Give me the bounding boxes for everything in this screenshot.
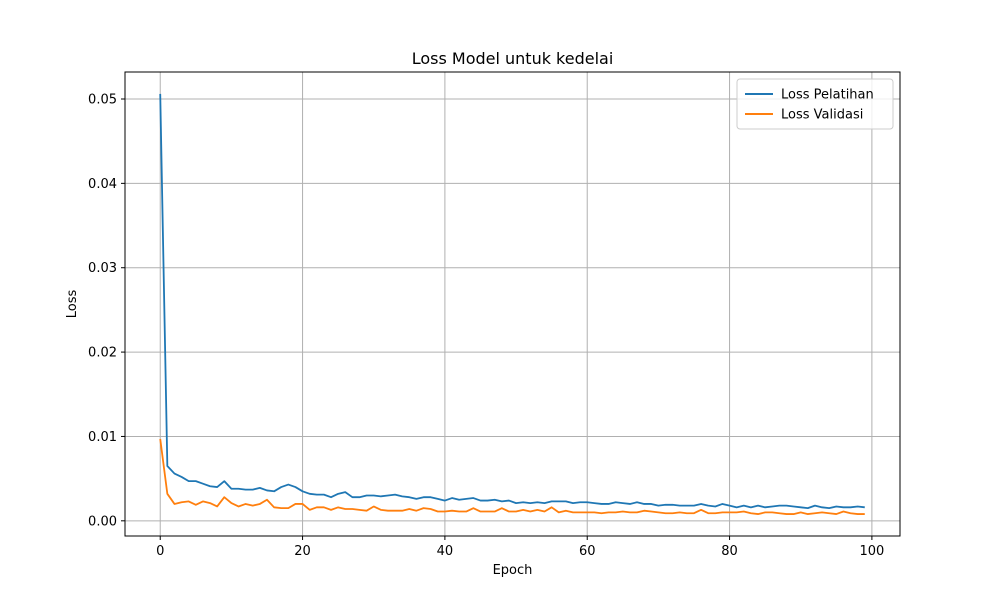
x-tick-label: 100 (859, 544, 884, 559)
y-tick-label: 0.01 (88, 430, 117, 445)
legend: Loss Pelatihan Loss Validasi (736, 78, 894, 130)
plot-area-frame (124, 71, 901, 537)
series-line-loss-pelatihan (159, 93, 865, 510)
x-tick-label: 40 (437, 544, 454, 559)
y-tick-label: 0.04 (88, 177, 117, 192)
y-tick-label: 0.05 (88, 92, 117, 107)
series-line-loss-validasi (159, 438, 865, 515)
legend-box (736, 78, 894, 130)
x-tick-label: 60 (579, 544, 596, 559)
x-tick-label: 80 (721, 544, 738, 559)
x-tick-label: 0 (156, 544, 164, 559)
x-tick-label: 20 (294, 544, 311, 559)
legend-entry-label: Loss Validasi (781, 108, 863, 123)
grid-lines (125, 72, 900, 536)
y-tick-label: 0.00 (88, 514, 117, 529)
y-axis-label: Loss (65, 290, 80, 319)
x-axis-label: Epoch (493, 563, 533, 578)
series-lines (159, 93, 865, 515)
chart-title: Loss Model untuk kedelai (412, 49, 614, 68)
y-tick-label: 0.03 (88, 261, 117, 276)
legend-entry-label: Loss Pelatihan (781, 88, 874, 103)
axis-ticks: 0 20 40 60 80 100 0.00 0.01 0.02 0.03 0.04 0.05 (88, 92, 884, 559)
y-tick-label: 0.02 (88, 346, 117, 361)
